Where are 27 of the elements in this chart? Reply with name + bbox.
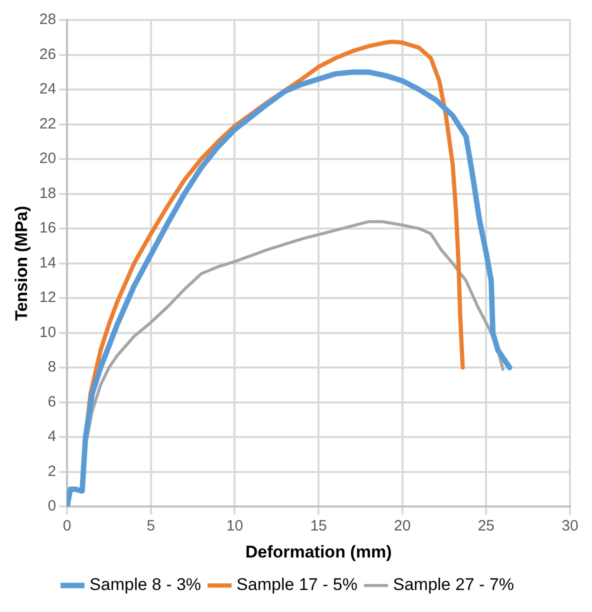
y-tick-label: 20 bbox=[39, 150, 56, 168]
y-tick-label: 18 bbox=[39, 184, 56, 202]
y-tick-label: 0 bbox=[48, 498, 56, 515]
x-tick-label: 20 bbox=[394, 518, 411, 535]
x-tick-label: 25 bbox=[478, 518, 495, 535]
x-axis-title: Deformation (mm) bbox=[245, 542, 392, 562]
y-tick-label: 24 bbox=[39, 80, 56, 98]
y-tick-label: 8 bbox=[48, 358, 56, 376]
y-tick-label: 14 bbox=[39, 254, 56, 272]
y-tick-label: 12 bbox=[39, 289, 56, 306]
x-tick-label: 0 bbox=[62, 518, 72, 535]
y-tick-label: 28 bbox=[39, 11, 56, 28]
y-tick-label: 16 bbox=[39, 220, 56, 237]
y-tick-label: 26 bbox=[39, 46, 56, 63]
legend-label: Sample 27 - 7% bbox=[393, 575, 514, 594]
y-tick-label: 22 bbox=[39, 115, 56, 132]
y-tick-label: 2 bbox=[48, 462, 56, 480]
y-axis-title: Tension (MPa) bbox=[12, 206, 31, 321]
x-tick-label: 15 bbox=[310, 518, 327, 535]
legend-label: Sample 17 - 5% bbox=[236, 575, 358, 594]
legend-label: Sample 8 - 3% bbox=[90, 575, 202, 594]
y-tick-label: 4 bbox=[48, 428, 56, 446]
x-tick-label: 5 bbox=[146, 518, 156, 535]
x-tick-label: 10 bbox=[226, 518, 244, 535]
x-tick-label: 30 bbox=[562, 518, 578, 535]
y-tick-label: 10 bbox=[39, 324, 56, 341]
y-tick-label: 6 bbox=[48, 393, 56, 410]
